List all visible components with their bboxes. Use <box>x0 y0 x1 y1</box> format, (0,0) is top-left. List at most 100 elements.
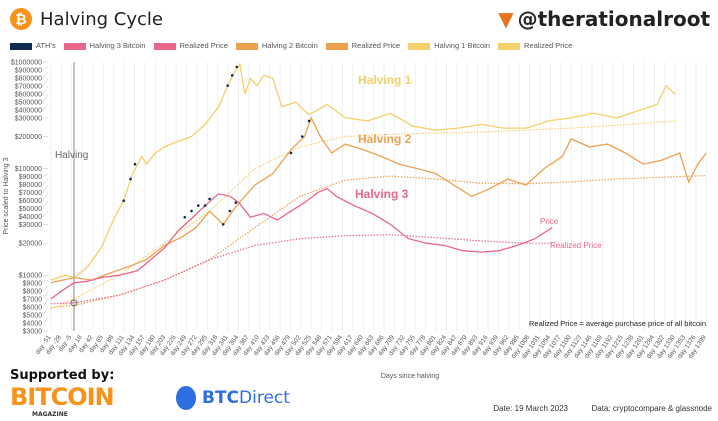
y-tick-mark <box>42 279 49 284</box>
y-tick-label: $10000 <box>19 273 42 280</box>
ath-point <box>122 199 126 203</box>
y-tick-label: $40000 <box>19 214 42 221</box>
ath-point <box>230 74 234 77</box>
bitcoin-logo-icon: ₿ <box>10 8 32 30</box>
legend-item[interactable]: Halving 1 Bitcoin <box>408 41 490 50</box>
y-tick-label: $700000 <box>15 84 42 91</box>
y-tick-mark <box>42 317 49 324</box>
ath-point <box>307 119 311 123</box>
series-line-halving-1-bitcoin <box>50 62 676 281</box>
y-tick-label: $800000 <box>15 76 42 83</box>
y-tick-label: $20000 <box>19 241 42 248</box>
ath-point <box>133 162 137 166</box>
y-tick-label: $5000 <box>23 313 43 320</box>
y-tick-mark <box>42 307 49 316</box>
halving-1-label: Halving 1 <box>358 73 412 87</box>
legend-swatch <box>63 42 86 50</box>
y-tick-mark <box>42 185 49 193</box>
realized-price-label: Realized Price <box>550 241 602 250</box>
btcdirect-icon <box>176 386 196 410</box>
source-label: Data: cryptocompare & glassnode <box>591 404 712 413</box>
realized-price-note: Realized Price = average purchase price … <box>529 319 706 328</box>
y-tick-label: $300000 <box>15 116 42 123</box>
page-title: Halving Cycle <box>40 9 163 30</box>
y-tick-label: $6000 <box>23 305 43 312</box>
y-tick-mark <box>42 104 49 111</box>
legend-item[interactable]: Realized Price <box>497 41 573 50</box>
author-handle: ▼ @therationalroot <box>498 7 710 31</box>
legend-item[interactable]: Halving 3 Bitcoin <box>63 41 146 50</box>
y-tick-mark <box>42 66 49 71</box>
halving-2-label: Halving 2 <box>358 132 412 146</box>
series-line-halving-3-bitcoin <box>50 187 553 300</box>
sponsor1-sub: MAGAZINE <box>32 411 68 418</box>
y-tick-label: $60000 <box>19 198 42 205</box>
legend-label: Realized Price <box>523 41 573 50</box>
header: ₿ Halving Cycle ▼ @therationalroot <box>0 0 718 36</box>
ath-point <box>129 177 132 181</box>
y-tick-label: $500000 <box>15 100 42 107</box>
halving-annotation: Halving <box>55 150 88 161</box>
y-tick-mark <box>42 93 49 103</box>
legend-label: Halving 1 Bitcoin <box>434 41 490 50</box>
y-tick-label: $8000 <box>23 289 43 296</box>
series-line-realized-price <box>50 175 707 308</box>
ath-point <box>289 151 293 155</box>
legend-swatch <box>325 42 348 50</box>
legend-label: Halving 3 Bitcoin <box>89 41 146 50</box>
y-tick-label: $9000 <box>23 281 43 288</box>
ath-point <box>197 204 200 207</box>
legend-label: Halving 2 Bitcoin <box>261 41 318 50</box>
sponsor2-b: Direct <box>239 388 290 408</box>
y-tick-mark <box>42 178 49 185</box>
series-line-realized-price <box>50 234 553 305</box>
y-tick-label: $80000 <box>19 182 42 189</box>
legend-item[interactable]: Halving 2 Bitcoin <box>235 41 318 50</box>
ath-point <box>235 65 239 69</box>
y-tick-label: $30000 <box>19 222 42 229</box>
halving-marker <box>70 299 78 307</box>
y-tick-mark <box>42 192 49 201</box>
y-tick-mark <box>42 200 49 209</box>
legend-swatch <box>408 42 431 50</box>
y-tick-mark <box>42 298 49 308</box>
ath-point <box>228 209 232 213</box>
handle-text: @therationalroot <box>517 7 710 31</box>
ath-point <box>208 197 211 201</box>
legend-item[interactable]: Realized Price <box>153 41 228 50</box>
date-label: Date: 19 March 2023 <box>493 404 568 413</box>
x-axis-label: Days since halving <box>381 373 439 380</box>
legend-label: Realized Price <box>179 41 228 50</box>
ath-point <box>234 201 238 204</box>
ath-point <box>190 209 193 213</box>
legend-item[interactable]: ATH's <box>10 41 56 50</box>
legend-label: ATH's <box>36 41 56 50</box>
ath-point <box>300 135 304 138</box>
legend-swatch <box>497 42 520 50</box>
y-tick-label: $100000 <box>15 166 42 173</box>
bitcoin-magazine-logo: BITCOIN MAGAZINE <box>10 383 115 421</box>
y-tick-mark <box>42 72 49 79</box>
legend-swatch <box>235 42 258 50</box>
btcdirect-logo: BTCDirect <box>176 386 290 410</box>
y-tick-mark <box>42 85 49 95</box>
legend-item[interactable]: Realized Price <box>325 41 401 50</box>
y-tick-label: $90000 <box>19 174 42 181</box>
y-tick-label: $50000 <box>19 206 42 213</box>
y-tick-mark <box>42 210 49 217</box>
carrot-icon: ▼ <box>498 7 514 31</box>
sponsor1-text: BITCOIN <box>10 383 115 411</box>
sponsor2-a: BTC <box>202 388 240 408</box>
halving-3-label: Halving 3 <box>355 187 409 201</box>
y-tick-mark <box>42 285 49 292</box>
ath-point <box>203 204 207 207</box>
legend-label: Realized Price <box>351 41 401 50</box>
y-tick-label: $1000000 <box>11 60 42 67</box>
series-line-halving-2-bitcoin <box>50 116 707 284</box>
y-tick-label: $4000 <box>23 321 43 328</box>
y-tick-label: $3000 <box>23 329 43 336</box>
legend-swatch <box>153 42 176 50</box>
y-tick-mark <box>42 291 49 300</box>
y-tick-mark <box>42 78 49 87</box>
